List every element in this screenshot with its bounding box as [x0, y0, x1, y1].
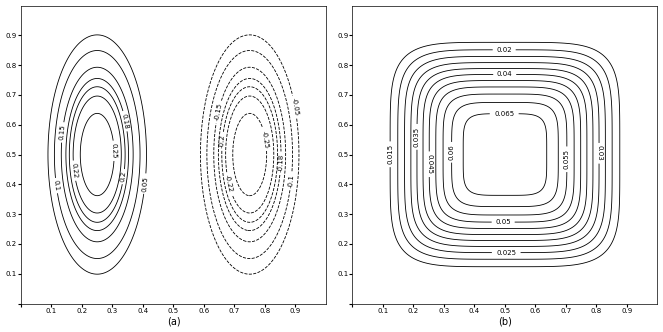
Text: 0.05: 0.05 [495, 219, 511, 225]
Text: 0.05: 0.05 [141, 176, 149, 192]
Text: 0.04: 0.04 [497, 71, 512, 77]
Text: 0.02: 0.02 [497, 47, 512, 53]
X-axis label: (b): (b) [498, 316, 512, 326]
Text: 0.055: 0.055 [564, 149, 570, 169]
Text: -0.05: -0.05 [290, 98, 299, 117]
Text: 0.035: 0.035 [414, 127, 420, 147]
Text: -0.1: -0.1 [288, 174, 295, 188]
Text: 0.18: 0.18 [121, 113, 130, 129]
Text: -0.25: -0.25 [261, 130, 270, 149]
Text: 0.03: 0.03 [596, 145, 602, 161]
Text: 0.045: 0.045 [426, 154, 432, 174]
Text: -0.18: -0.18 [277, 154, 284, 173]
Text: 0.015: 0.015 [387, 144, 393, 164]
Text: -0.2: -0.2 [219, 134, 226, 148]
Text: -0.22: -0.22 [224, 174, 233, 193]
Text: 0.06: 0.06 [449, 144, 455, 160]
Text: 0.2: 0.2 [120, 171, 127, 183]
Text: 0.22: 0.22 [70, 163, 78, 179]
Text: 0.1: 0.1 [53, 180, 60, 192]
Text: 0.25: 0.25 [111, 143, 117, 159]
Text: 0.025: 0.025 [496, 250, 516, 256]
Text: 0.065: 0.065 [494, 111, 514, 117]
Text: -0.15: -0.15 [213, 103, 223, 122]
Text: 0.15: 0.15 [59, 124, 66, 140]
X-axis label: (a): (a) [166, 316, 180, 326]
